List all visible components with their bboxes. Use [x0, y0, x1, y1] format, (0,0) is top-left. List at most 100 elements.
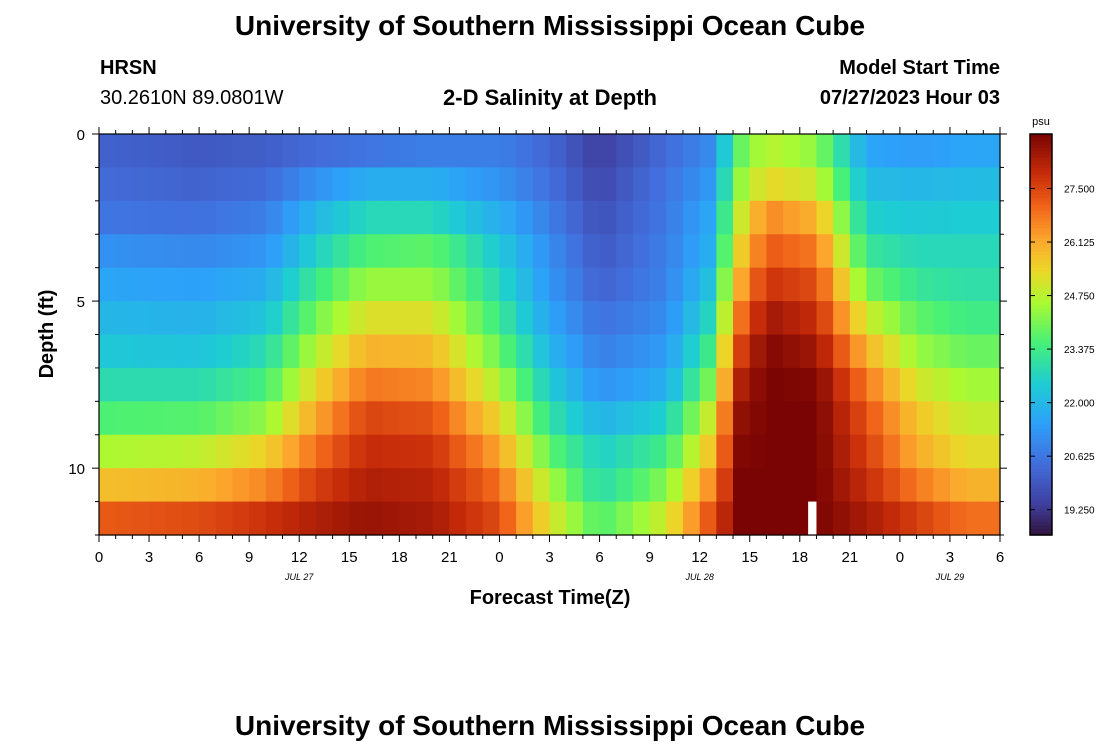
heatmap-cell — [616, 134, 634, 169]
colorbar-segment — [1030, 424, 1052, 429]
colorbar-segment — [1030, 197, 1052, 202]
heatmap-cell — [783, 234, 801, 269]
colorbar-segment — [1030, 217, 1052, 222]
heatmap-cell — [315, 401, 334, 436]
heatmap-cell — [382, 234, 400, 269]
heatmap-cell — [749, 301, 768, 336]
heatmap-cell — [416, 468, 434, 503]
heatmap-cell — [382, 301, 400, 336]
heatmap-cell — [232, 401, 250, 436]
heatmap-cell — [132, 501, 150, 536]
heatmap-cell — [482, 200, 501, 235]
colorbar-segment — [1030, 394, 1052, 399]
heatmap-cell — [449, 234, 467, 269]
page-title: University of Southern Mississippi Ocean… — [234, 10, 866, 41]
heatmap-cell — [382, 367, 400, 402]
heatmap-cell — [616, 267, 634, 302]
heatmap-cell — [299, 434, 317, 469]
heatmap-cell — [332, 367, 350, 402]
x-tick-label: 9 — [645, 549, 653, 566]
heatmap-cell — [933, 334, 951, 369]
colorbar-segment — [1030, 454, 1052, 459]
heatmap-cell — [466, 401, 484, 436]
colorbar: 27.500 26.125 24.750 23.375 22.000 20.625 19.2… — [1029, 133, 1095, 536]
heatmap-cell — [482, 468, 501, 503]
heatmap-cell — [933, 434, 951, 469]
heatmap-cell — [149, 267, 167, 302]
heatmap-cell — [766, 167, 784, 202]
heatmap-cell — [749, 167, 768, 202]
heatmap-cell — [566, 501, 584, 536]
colorbar-segment — [1030, 137, 1052, 142]
heatmap-cell — [549, 334, 567, 369]
heatmap-cell — [315, 200, 334, 235]
heatmap-cell — [532, 267, 551, 302]
heatmap-cell — [416, 234, 434, 269]
heatmap-cell — [315, 434, 334, 469]
heatmap-cell — [632, 234, 651, 269]
heatmap-cell — [449, 301, 467, 336]
heatmap-cell — [516, 367, 534, 402]
heatmap-cell — [265, 468, 284, 503]
heatmap-cell — [432, 501, 450, 536]
heatmap-cell — [899, 167, 918, 202]
heatmap-cell — [232, 267, 250, 302]
heatmap-cell — [299, 234, 317, 269]
x-tick-label: 0 — [495, 549, 503, 566]
heatmap-cell — [566, 434, 584, 469]
heatmap-cell — [632, 334, 651, 369]
heatmap-cell — [315, 468, 334, 503]
heatmap-cell — [983, 468, 1001, 503]
heatmap-cell — [432, 401, 450, 436]
heatmap-cell — [582, 234, 601, 269]
heatmap-cell — [833, 401, 851, 436]
heatmap-cell — [199, 334, 217, 369]
heatmap-cell — [616, 468, 634, 503]
heatmap-cell — [716, 200, 734, 235]
heatmap-cell — [849, 267, 868, 302]
heatmap-cell — [299, 401, 317, 436]
heatmap-cell — [449, 401, 467, 436]
heatmap-cell — [866, 434, 884, 469]
heatmap-cell — [516, 334, 534, 369]
heatmap-cell — [249, 200, 267, 235]
heatmap-cell — [199, 134, 217, 169]
heatmap-cell — [299, 134, 317, 169]
date-label: JUL 27 — [284, 572, 314, 582]
colorbar-segment — [1030, 154, 1052, 158]
heatmap-cell — [115, 401, 133, 436]
heatmap-cell — [766, 468, 784, 503]
heatmap-cell — [733, 401, 751, 436]
heatmap-cell — [265, 200, 284, 235]
colorbar-segment — [1030, 397, 1052, 402]
heatmap-cell — [482, 167, 501, 202]
heatmap-cell — [699, 334, 717, 369]
heatmap-cell — [432, 134, 450, 169]
heatmap-cell — [549, 501, 567, 536]
heatmap-cell — [315, 501, 334, 536]
colorbar-segment — [1030, 498, 1052, 503]
colorbar-segment — [1030, 304, 1052, 309]
heatmap-cell — [649, 134, 667, 169]
heatmap-cell — [916, 167, 934, 202]
colorbar-segment — [1030, 408, 1052, 412]
heatmap-cell — [349, 334, 367, 369]
heatmap-cell — [899, 301, 918, 336]
colorbar-tick-label: 24.750 — [1064, 292, 1095, 303]
colorbar-segment — [1030, 194, 1052, 199]
heatmap-cell — [315, 167, 334, 202]
heatmap-cell — [332, 301, 350, 336]
heatmap-cell — [899, 234, 918, 269]
heatmap-cell — [382, 167, 400, 202]
heatmap-cell — [299, 334, 317, 369]
heatmap-cell — [733, 267, 751, 302]
heatmap-cell — [833, 334, 851, 369]
colorbar-segment — [1030, 281, 1052, 285]
colorbar-segment — [1030, 508, 1052, 513]
heatmap-cell — [449, 334, 467, 369]
heatmap-cell — [532, 468, 551, 503]
heatmap-cell — [599, 434, 617, 469]
heatmap-cell — [799, 267, 818, 302]
heatmap-cell — [399, 167, 417, 202]
heatmap-cell — [516, 401, 534, 436]
